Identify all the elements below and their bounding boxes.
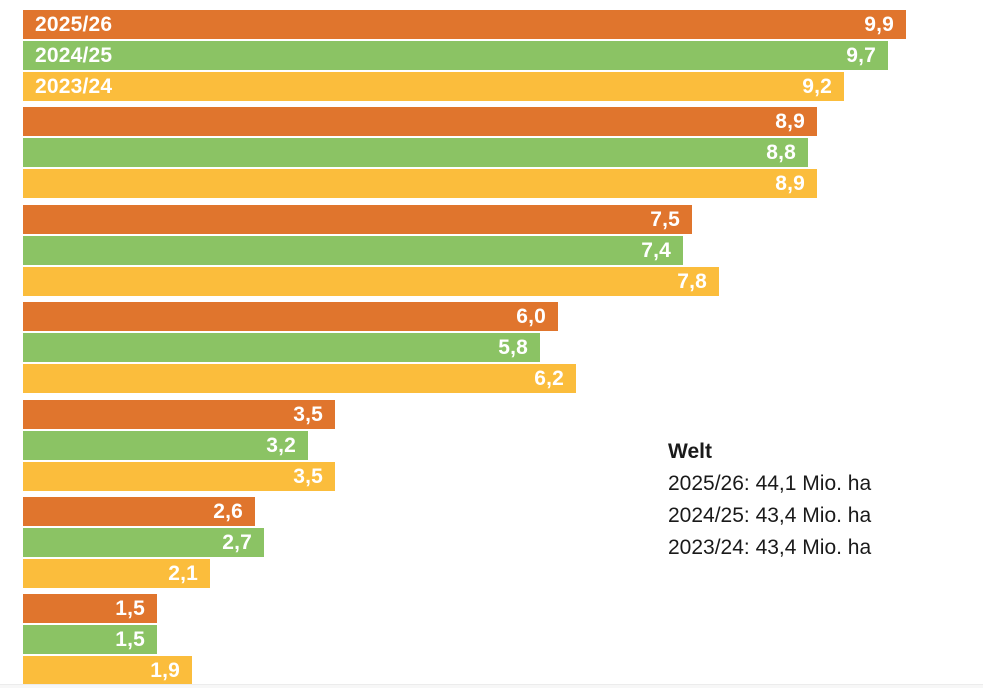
bar-series-label: 2025/26: [35, 12, 113, 36]
bar-2024-25-group7: 1,5: [23, 625, 157, 654]
bar-2024-25-group2: 8,8: [23, 138, 808, 167]
bar-value-label: 8,8: [766, 140, 796, 164]
bar-value-label: 5,8: [498, 335, 528, 359]
bar-value-label: 1,9: [150, 658, 180, 682]
bar-value-label: 7,8: [677, 269, 707, 293]
bar-value-label: 8,9: [775, 171, 805, 195]
bar-series-label: 2023/24: [35, 74, 113, 98]
bar-2024-25-group1: 2024/25 9,7: [23, 41, 888, 70]
bar-2025-26-group3: 7,5: [23, 205, 692, 234]
bar-2024-25-group5: 3,2: [23, 431, 308, 460]
bar-value-label: 6,0: [516, 304, 546, 328]
bar-value-label: 2,6: [213, 499, 243, 523]
bar-2023-24-group4: 6,2: [23, 364, 576, 393]
annotation-line-2: 2024/25: 43,4 Mio. ha: [668, 504, 872, 527]
bar-value-label: 2,7: [222, 530, 252, 554]
annotation-line-3: 2023/24: 43,4 Mio. ha: [668, 536, 872, 559]
annotation-line-1: 2025/26: 44,1 Mio. ha: [668, 472, 872, 495]
bottom-divider: [0, 684, 983, 688]
bar-2025-26-group5: 3,5: [23, 400, 335, 429]
bar-value-label: 7,4: [641, 238, 671, 262]
annotation-block: Welt 2025/26: 44,1 Mio. ha 2024/25: 43,4…: [668, 436, 871, 564]
bar-series-label: 2024/25: [35, 43, 113, 67]
bar-value-label: 3,2: [266, 433, 296, 457]
bar-value-label: 3,5: [293, 464, 323, 488]
bar-value-label: 9,2: [802, 74, 832, 98]
bar-2023-24-group1: 2023/24 9,2: [23, 72, 844, 101]
bar-value-label: 2,1: [168, 561, 198, 585]
bar-2025-26-group6: 2,6: [23, 497, 255, 526]
bar-value-label: 9,9: [864, 12, 894, 36]
bar-2023-24-group3: 7,8: [23, 267, 719, 296]
bar-value-label: 3,5: [293, 402, 323, 426]
bar-2024-25-group3: 7,4: [23, 236, 683, 265]
bar-2025-26-group2: 8,9: [23, 107, 817, 136]
bar-2023-24-group5: 3,5: [23, 462, 335, 491]
bar-2024-25-group6: 2,7: [23, 528, 264, 557]
bar-value-label: 6,2: [534, 366, 564, 390]
bar-2023-24-group2: 8,9: [23, 169, 817, 198]
bar-value-label: 1,5: [115, 596, 145, 620]
bar-2024-25-group4: 5,8: [23, 333, 540, 362]
bar-2025-26-group4: 6,0: [23, 302, 558, 331]
bar-2025-26-group7: 1,5: [23, 594, 157, 623]
bar-value-label: 9,7: [846, 43, 876, 67]
bar-value-label: 1,5: [115, 627, 145, 651]
bar-2023-24-group6: 2,1: [23, 559, 210, 588]
bar-value-label: 8,9: [775, 109, 805, 133]
bar-2023-24-group7: 1,9: [23, 656, 192, 685]
bar-value-label: 7,5: [650, 207, 680, 231]
bar-2025-26-group1: 2025/26 9,9: [23, 10, 906, 39]
annotation-title: Welt: [668, 440, 712, 463]
